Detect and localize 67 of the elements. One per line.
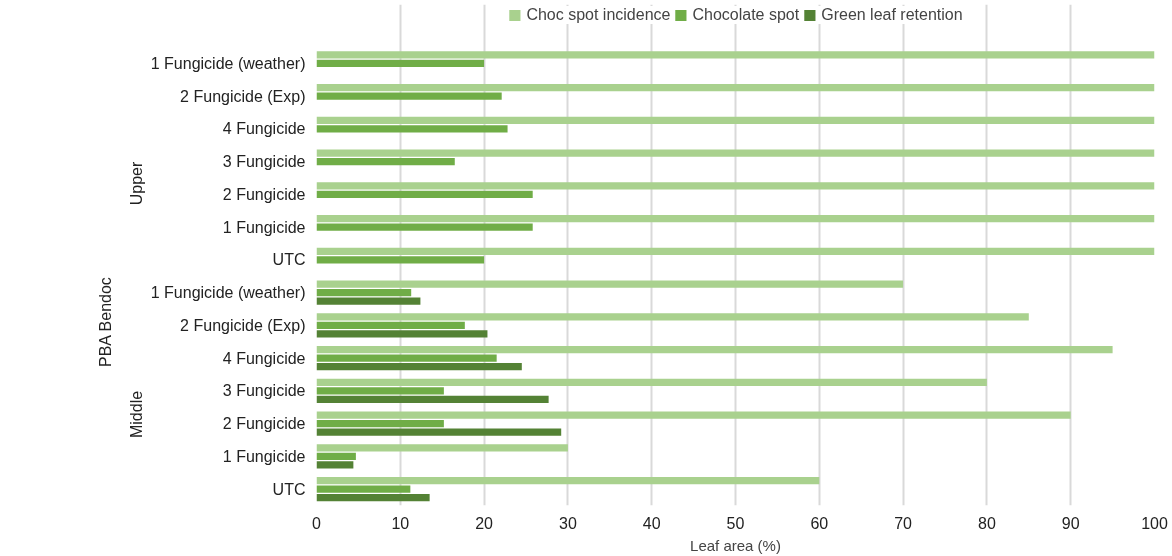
legend-label: Choc spot incidence (526, 6, 671, 24)
bar (316, 289, 412, 297)
y-tick-label: 1 Fungicide (222, 218, 306, 236)
y-tick-label: 4 Fungicide (222, 120, 306, 138)
legend-label: Green leaf retention (821, 6, 963, 24)
bar (316, 158, 455, 166)
bar (316, 378, 987, 386)
y-tick-label: UTC (272, 251, 306, 269)
bar (316, 411, 1071, 419)
bar (316, 444, 568, 452)
y-tick-label: 3 Fungicide (222, 153, 306, 171)
bar (316, 428, 562, 436)
bar (316, 84, 1155, 92)
bar (316, 461, 354, 469)
bar (316, 223, 533, 231)
y-tick-label: 1 Fungicide (weather) (150, 54, 306, 72)
bar (316, 125, 508, 133)
bar (316, 116, 1155, 125)
bar (316, 330, 488, 338)
x-tick-label: 40 (642, 514, 661, 532)
bar (316, 485, 411, 493)
y-tick-label: 2 Fungicide (Exp) (180, 87, 306, 105)
bar (316, 59, 485, 68)
y-tick-label: 3 Fungicide (222, 382, 306, 400)
text: PBA Bendoc (97, 277, 114, 368)
bar (316, 477, 820, 485)
bar (316, 215, 1155, 223)
x-tick-label: 60 (810, 514, 829, 532)
y-tick-label: 4 Fungicide (222, 349, 306, 367)
bar (316, 256, 485, 264)
bar (316, 149, 1155, 157)
y-tick-label: 1 Fungicide (weather) (150, 284, 306, 302)
bar (316, 420, 444, 428)
bar (316, 354, 497, 362)
bar (316, 363, 522, 371)
y-tick-label: 1 Fungicide (222, 447, 306, 465)
y-tick-label: 2 Fungicide (Exp) (180, 316, 306, 334)
bar (316, 321, 465, 330)
bar (316, 92, 502, 100)
x-tick-label: 90 (1061, 514, 1080, 532)
bar (316, 346, 1113, 354)
bar (316, 182, 1155, 190)
y-tick-label: 2 Fungicide (222, 415, 306, 433)
x-tick-label: 50 (726, 514, 745, 532)
x-axis-title: Leaf area (%) (690, 536, 781, 554)
bar (316, 247, 1155, 256)
y-tick-label: 2 Fungicide (222, 185, 306, 203)
x-tick-label: 20 (475, 514, 494, 532)
legend-label: Chocolate spot (692, 6, 800, 24)
x-tick-label: 10 (391, 514, 410, 532)
bar (316, 395, 549, 404)
bar (316, 280, 904, 288)
bar (316, 190, 533, 199)
bar (316, 387, 444, 395)
x-tick-label: 100 (1141, 514, 1168, 532)
text: Upper (128, 161, 145, 206)
text: Middle (128, 390, 145, 439)
x-tick-label: 0 (312, 514, 322, 532)
x-tick-label: 80 (978, 514, 996, 532)
bar (316, 452, 356, 460)
y-tick-label: UTC (272, 480, 306, 498)
bar (316, 494, 430, 502)
bar (316, 297, 421, 305)
x-tick-label: 70 (894, 514, 913, 532)
bar (316, 313, 1029, 321)
x-tick-label: 30 (559, 514, 577, 532)
bar (316, 51, 1155, 59)
